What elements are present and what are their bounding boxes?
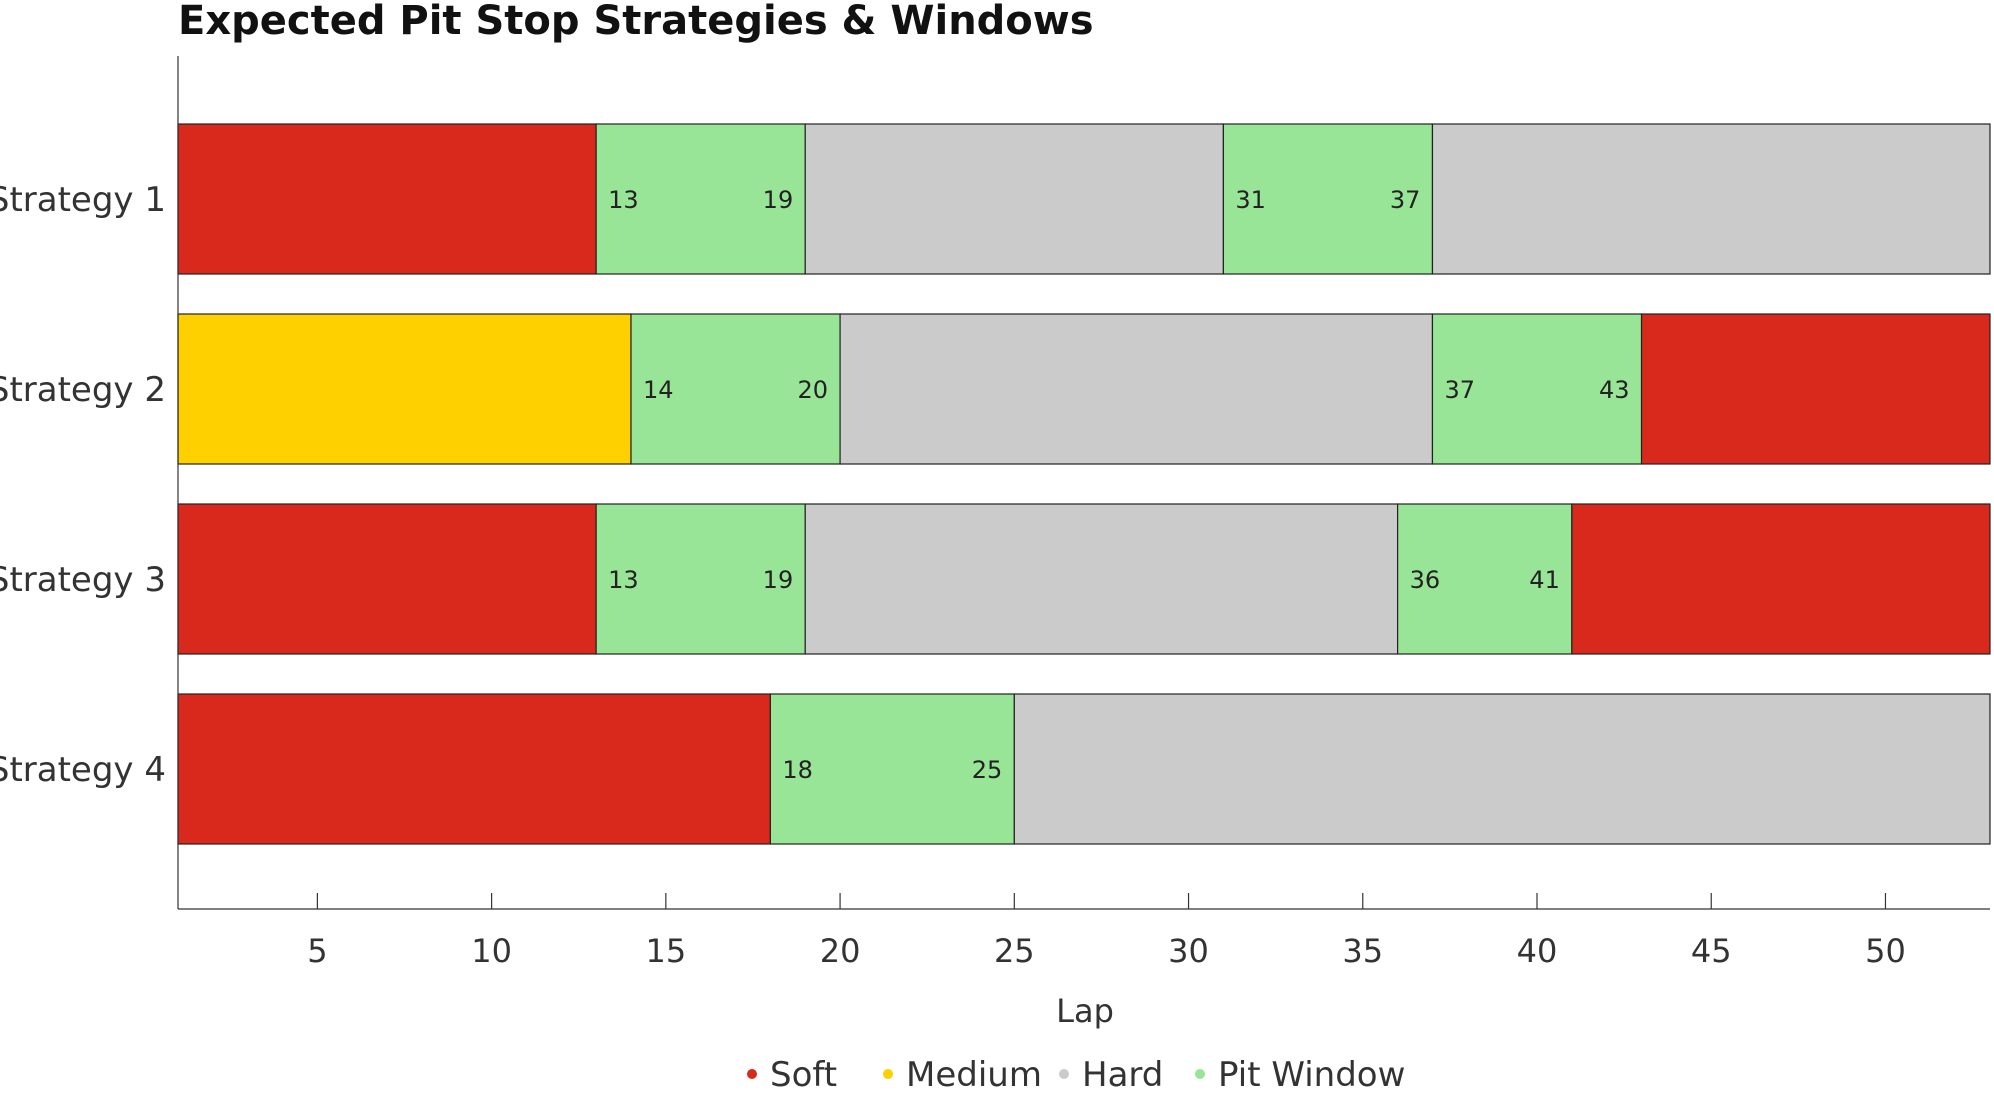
- bar-segment-hard: [804, 503, 1399, 655]
- legend-label-medium: Medium: [906, 1055, 1042, 1095]
- legend-marker-pit: [1195, 1069, 1205, 1079]
- pit-window-start-label: 13: [608, 186, 639, 214]
- x-tick-label: 10: [471, 932, 512, 970]
- bar-segment-hard: [839, 313, 1434, 465]
- bar-segment-pit: [1222, 123, 1434, 275]
- x-tick-label: 40: [1517, 932, 1558, 970]
- strategy-label: Strategy 4: [0, 750, 166, 790]
- strategy-label: Strategy 1: [0, 180, 166, 220]
- pit-window-end-label: 19: [763, 566, 794, 594]
- x-axis-title: Lap: [1056, 992, 1114, 1030]
- x-tick-label: 25: [994, 932, 1035, 970]
- bar-segment-hard: [1013, 693, 1991, 845]
- bar-segment-soft: [177, 503, 597, 655]
- bar-segment-soft: [1640, 313, 1991, 465]
- bar-segment-soft: [177, 693, 771, 845]
- x-tick-label: 50: [1865, 932, 1906, 970]
- strategy-label: Strategy 3: [0, 560, 166, 600]
- legend-marker-hard: [1059, 1069, 1069, 1079]
- pit-window-end-label: 43: [1599, 376, 1630, 404]
- pit-window-end-label: 20: [798, 376, 829, 404]
- x-tick-label: 35: [1342, 932, 1383, 970]
- pit-window-start-label: 13: [608, 566, 639, 594]
- legend-marker-medium: [883, 1069, 893, 1079]
- bar-segment-hard: [804, 123, 1224, 275]
- x-tick-label: 5: [307, 932, 327, 970]
- pit-window-start-label: 36: [1410, 566, 1441, 594]
- bar-segment-medium: [177, 313, 632, 465]
- pit-window-end-label: 41: [1529, 566, 1560, 594]
- legend-label-pit: Pit Window: [1218, 1055, 1405, 1095]
- bar-segment-pit: [595, 123, 806, 275]
- bar-segment-pit: [1431, 313, 1643, 465]
- legend-label-soft: Soft: [770, 1055, 837, 1095]
- pit-window-end-label: 25: [972, 756, 1003, 784]
- pit-window-start-label: 18: [782, 756, 813, 784]
- x-tick-label: 30: [1168, 932, 1209, 970]
- legend: Soft Medium Hard Pit Window: [747, 1055, 1405, 1095]
- pit-window-start-label: 37: [1444, 376, 1475, 404]
- strategy-label: Strategy 2: [0, 370, 166, 410]
- bars-group: Strategy 1 13 19 31 37 Strategy 2 14 20 37 43 Stra…: [0, 123, 1991, 845]
- chart-title: Expected Pit Stop Strategies & Windows: [178, 0, 1094, 44]
- pit-window-start-label: 14: [643, 376, 674, 404]
- bar-segment-pit: [1397, 503, 1573, 655]
- bar-segment-pit: [595, 503, 806, 655]
- bar-segment-pit: [769, 693, 1015, 845]
- x-tick-label: 20: [820, 932, 861, 970]
- bar-segment-soft: [1571, 503, 1991, 655]
- legend-marker-soft: [747, 1069, 757, 1079]
- legend-label-hard: Hard: [1082, 1055, 1163, 1095]
- x-tick-label: 45: [1691, 932, 1732, 970]
- pit-window-end-label: 37: [1390, 186, 1421, 214]
- axes-group: 5 10 15 20 25 30 35 40 45 50: [177, 56, 1990, 970]
- bar-segment-pit: [630, 313, 841, 465]
- bar-segment-soft: [177, 123, 597, 275]
- pit-window-end-label: 19: [763, 186, 794, 214]
- pit-window-start-label: 31: [1235, 186, 1266, 214]
- bar-segment-hard: [1431, 123, 1991, 275]
- x-tick-label: 15: [645, 932, 686, 970]
